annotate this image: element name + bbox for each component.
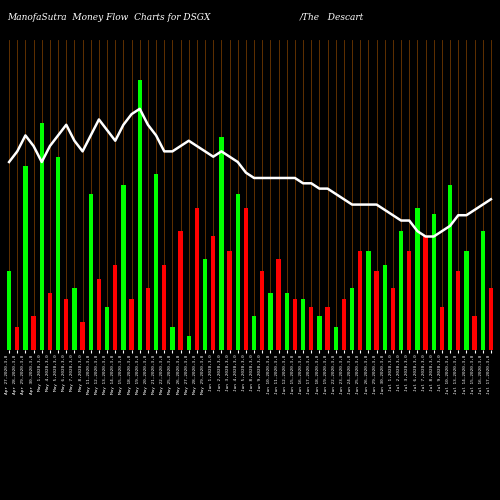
- Bar: [186, 336, 191, 350]
- Bar: [154, 174, 158, 350]
- Bar: [390, 288, 395, 350]
- Bar: [464, 250, 468, 350]
- Bar: [170, 328, 174, 350]
- Bar: [366, 250, 370, 350]
- Bar: [284, 293, 289, 350]
- Bar: [350, 288, 354, 350]
- Bar: [194, 208, 199, 350]
- Bar: [399, 231, 404, 350]
- Bar: [228, 250, 232, 350]
- Bar: [162, 265, 166, 350]
- Text: ManofaSutra  Money Flow  Charts for DSGX: ManofaSutra Money Flow Charts for DSGX: [8, 12, 211, 22]
- Bar: [342, 299, 346, 350]
- Text: /The   Descart: /The Descart: [300, 12, 364, 22]
- Bar: [138, 80, 142, 350]
- Bar: [309, 308, 314, 350]
- Bar: [105, 308, 110, 350]
- Bar: [113, 265, 117, 350]
- Bar: [268, 293, 272, 350]
- Bar: [488, 288, 493, 350]
- Bar: [72, 288, 76, 350]
- Bar: [292, 299, 297, 350]
- Bar: [301, 299, 306, 350]
- Bar: [80, 322, 85, 350]
- Bar: [7, 270, 12, 350]
- Bar: [40, 123, 44, 350]
- Bar: [244, 208, 248, 350]
- Bar: [56, 157, 60, 350]
- Bar: [211, 236, 216, 350]
- Bar: [23, 166, 28, 350]
- Bar: [48, 293, 52, 350]
- Bar: [203, 259, 207, 350]
- Bar: [448, 186, 452, 350]
- Bar: [32, 316, 36, 350]
- Bar: [219, 137, 224, 350]
- Bar: [407, 250, 412, 350]
- Bar: [334, 328, 338, 350]
- Bar: [472, 316, 477, 350]
- Bar: [64, 299, 68, 350]
- Bar: [456, 270, 460, 350]
- Bar: [424, 236, 428, 350]
- Bar: [146, 288, 150, 350]
- Bar: [236, 194, 240, 350]
- Bar: [260, 270, 264, 350]
- Bar: [317, 316, 322, 350]
- Bar: [130, 299, 134, 350]
- Bar: [121, 186, 126, 350]
- Bar: [374, 270, 379, 350]
- Bar: [358, 250, 362, 350]
- Bar: [440, 308, 444, 350]
- Bar: [15, 328, 20, 350]
- Bar: [88, 194, 93, 350]
- Bar: [326, 308, 330, 350]
- Bar: [432, 214, 436, 350]
- Bar: [96, 279, 101, 350]
- Bar: [178, 231, 183, 350]
- Bar: [252, 316, 256, 350]
- Bar: [276, 259, 281, 350]
- Bar: [480, 231, 485, 350]
- Bar: [382, 265, 387, 350]
- Bar: [415, 208, 420, 350]
